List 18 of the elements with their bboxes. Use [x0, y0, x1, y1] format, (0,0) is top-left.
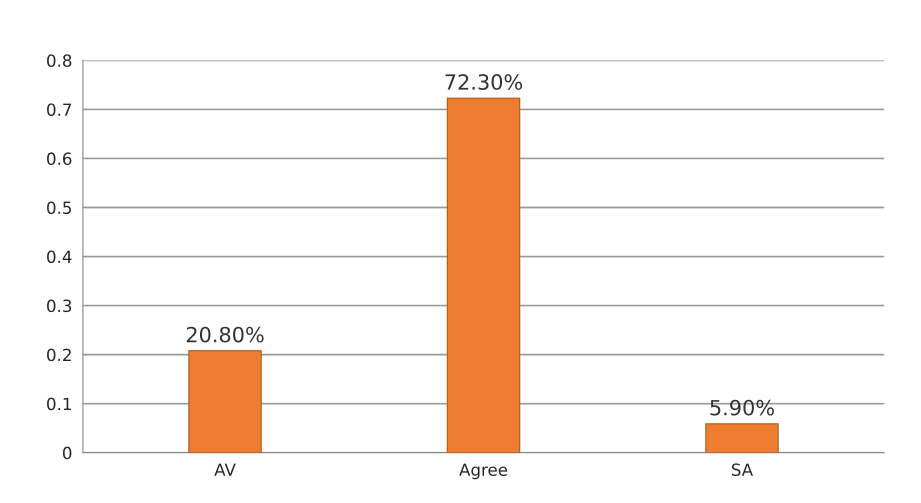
y-tick-label: 0.4: [47, 250, 72, 264]
data-label: 20.80%: [186, 326, 264, 342]
bar: [446, 98, 520, 453]
x-tick-label: Agree: [459, 464, 508, 480]
bar: [705, 423, 779, 453]
y-tick-label: 0.3: [47, 300, 72, 312]
y-tick-label: 0.1: [47, 398, 71, 410]
data-label: 5.90%: [710, 400, 774, 416]
data-label: 72.30%: [446, 74, 522, 90]
y-tick-label: 0.6: [47, 152, 72, 166]
bar: [188, 350, 262, 453]
y-tick-label: 0.8: [47, 54, 72, 67]
y-tick-label: 0.7: [47, 103, 72, 116]
y-tick-label: 0.2: [47, 348, 71, 362]
y-tick-label: 0: [62, 446, 72, 460]
x-tick-label: SA: [732, 463, 754, 476]
x-tick-label: AV: [214, 464, 236, 476]
y-tick-label: 0.5: [47, 201, 72, 214]
